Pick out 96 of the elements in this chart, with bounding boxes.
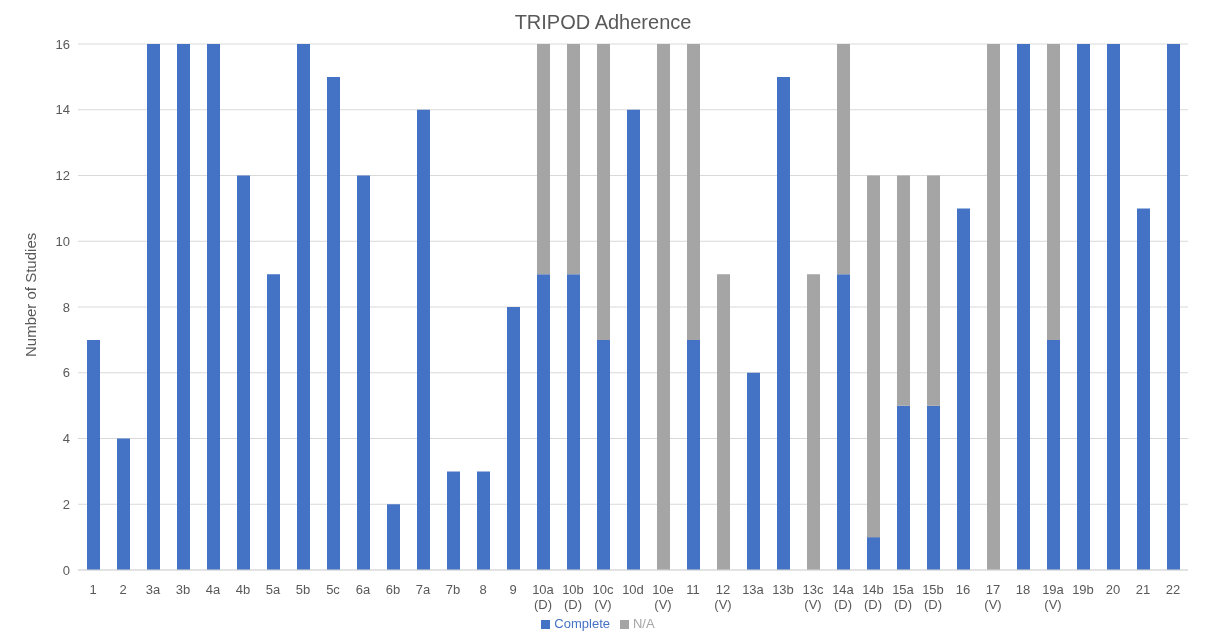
- bar: [267, 274, 280, 570]
- legend-label: Complete: [554, 616, 610, 631]
- x-tick-label: 13a: [742, 581, 765, 597]
- x-tick-label: 19b: [1072, 581, 1094, 597]
- bar: [657, 44, 670, 570]
- x-tick-label: 2: [119, 581, 127, 597]
- bar: [567, 274, 580, 570]
- bar: [1077, 44, 1090, 570]
- bar: [537, 274, 550, 570]
- y-tick-label: 8: [62, 299, 70, 315]
- x-tick-label: 17 (V): [984, 581, 1002, 613]
- x-tick-label: 13c (V): [802, 581, 824, 613]
- bar: [147, 44, 160, 570]
- bar: [1137, 208, 1150, 570]
- x-tick-label: 5a: [265, 581, 281, 597]
- legend-label: N/A: [632, 616, 655, 631]
- y-tick-label: 10: [55, 233, 70, 249]
- bar: [957, 208, 970, 570]
- bar: [717, 274, 730, 570]
- x-tick-label: 5b: [295, 581, 311, 597]
- x-tick-label: 6b: [385, 581, 401, 597]
- bar: [417, 109, 430, 570]
- chart-title: TRIPOD Adherence: [513, 10, 693, 35]
- bar: [897, 175, 910, 406]
- x-tick-label: 10a (D): [532, 581, 555, 613]
- bar: [387, 504, 400, 570]
- bar: [537, 44, 550, 275]
- x-tick-label: 14b (D): [862, 581, 884, 613]
- x-tick-label: 14a (D): [832, 581, 855, 613]
- bar: [807, 274, 820, 570]
- bar: [477, 471, 490, 570]
- x-tick-label: 10b (D): [562, 581, 584, 613]
- bar: [357, 175, 370, 570]
- bar: [117, 438, 130, 570]
- bar: [867, 175, 880, 538]
- bar: [1167, 44, 1180, 570]
- x-tick-label: 15b (D): [922, 581, 944, 613]
- bar: [237, 175, 250, 570]
- x-tick-label: 6a: [355, 581, 371, 597]
- x-tick-label: 21: [1135, 581, 1151, 597]
- bar: [897, 405, 910, 570]
- bar: [1047, 44, 1060, 340]
- bar: [747, 372, 760, 570]
- bar: [837, 274, 850, 570]
- bar: [987, 44, 1000, 570]
- y-tick-label: 12: [55, 168, 70, 184]
- y-tick-label: 2: [62, 496, 70, 512]
- bar: [777, 76, 790, 570]
- y-tick-label: 16: [55, 36, 70, 52]
- x-tick-label: 7a: [415, 581, 431, 597]
- x-tick-label: 5c: [326, 581, 341, 597]
- x-tick-label: 10e (V): [652, 581, 674, 613]
- x-tick-label: 13b: [772, 581, 794, 597]
- x-tick-label: 12 (V): [714, 581, 732, 613]
- y-tick-label: 14: [55, 102, 70, 118]
- x-tick-label: 9: [509, 581, 517, 597]
- bar: [507, 307, 520, 570]
- bar: [297, 44, 310, 570]
- bar: [87, 339, 100, 570]
- x-tick-label: 16: [955, 581, 971, 597]
- x-tick-label: 22: [1165, 581, 1181, 597]
- y-axis-title: Number of Studies: [22, 232, 40, 357]
- bar: [1107, 44, 1120, 570]
- x-tick-label: 15a (D): [892, 581, 915, 613]
- bar: [627, 109, 640, 570]
- bar: [687, 44, 700, 340]
- x-tick-label: 3a: [145, 581, 161, 597]
- x-tick-label: 4b: [235, 581, 251, 597]
- x-tick-label: 4a: [205, 581, 221, 597]
- bar: [447, 471, 460, 570]
- bar: [867, 537, 880, 570]
- bar: [327, 76, 340, 570]
- x-tick-label: 20: [1105, 581, 1121, 597]
- x-tick-label: 10c (V): [592, 581, 614, 613]
- x-tick-label: 11: [686, 581, 700, 597]
- bar: [927, 405, 940, 570]
- x-tick-label: 7b: [445, 581, 461, 597]
- y-tick-label: 0: [62, 562, 70, 578]
- bar: [927, 175, 940, 406]
- bar: [177, 44, 190, 570]
- bar: [567, 44, 580, 275]
- x-tick-label: 1: [89, 581, 97, 597]
- x-tick-label: 18: [1015, 581, 1031, 597]
- bar: [207, 44, 220, 570]
- x-tick-label: 3b: [175, 581, 191, 597]
- x-tick-label: 10d: [622, 581, 644, 597]
- y-tick-label: 4: [62, 431, 70, 447]
- x-tick-label: 8: [479, 581, 487, 597]
- y-tick-label: 6: [62, 365, 70, 381]
- bar: [687, 339, 700, 570]
- bar: [597, 44, 610, 340]
- bar: [1017, 44, 1030, 570]
- x-tick-label: 19a (V): [1042, 581, 1065, 613]
- bar: [597, 339, 610, 570]
- bar: [1047, 339, 1060, 570]
- bar: [837, 44, 850, 275]
